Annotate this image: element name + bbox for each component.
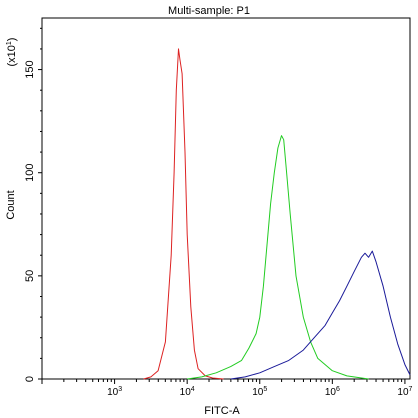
series-layer	[143, 48, 411, 380]
x-tick-label: 105	[252, 386, 267, 398]
y-multiplier-exponent: 1	[6, 41, 13, 45]
x-tick-label: 107	[397, 386, 412, 398]
x-tick-label: 104	[180, 386, 195, 398]
series-line-1	[143, 48, 224, 380]
x-axis-label: FITC-A	[204, 405, 240, 417]
y-tick-label: 100	[24, 164, 36, 182]
plot-frame	[41, 17, 411, 380]
y-tick-label: 50	[24, 270, 36, 282]
y-tick-label: 150	[24, 60, 36, 78]
y-axis-label: Count	[5, 190, 17, 219]
x-tick-label: 103	[107, 386, 122, 398]
y-multiplier-prefix: (x10	[6, 45, 18, 66]
series-line-3	[230, 250, 411, 380]
svg-text:(x101): (x101)	[6, 38, 18, 67]
y-axis: 0 50 100 150	[24, 27, 42, 382]
y-tick-label: 0	[24, 376, 36, 382]
y-multiplier-suffix: )	[6, 38, 18, 42]
series-line-2	[187, 135, 369, 380]
x-tick-label: 106	[325, 386, 340, 398]
chart-title: Multi-sample: P1	[168, 5, 250, 17]
y-multiplier-label: (x101)	[6, 38, 18, 67]
x-axis: 103 104 105 106 107	[41, 379, 413, 398]
